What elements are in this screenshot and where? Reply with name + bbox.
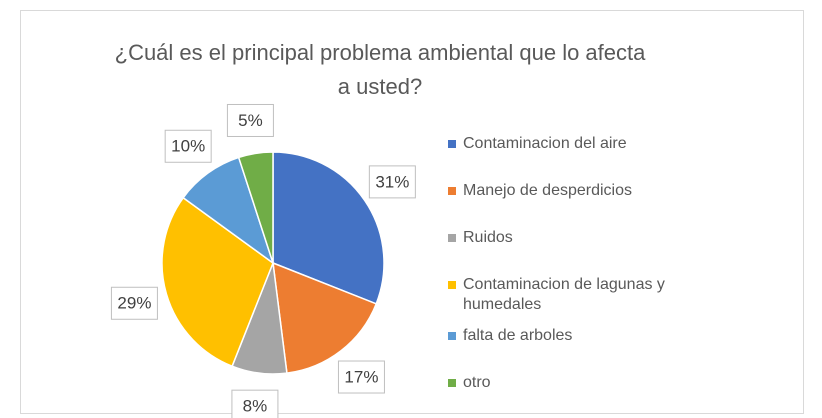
pie-slice: [272, 151, 385, 305]
data-label: 17%: [337, 360, 385, 394]
pie-slice: [237, 151, 274, 264]
legend-label: Ruidos: [463, 229, 513, 246]
data-label-text: 10%: [171, 137, 205, 156]
legend-swatch: [448, 234, 456, 242]
legend-swatch: [448, 140, 456, 148]
legend-item: Ruidos: [448, 228, 688, 248]
legend-item: otro: [448, 373, 688, 393]
data-label-box: [337, 360, 385, 394]
chart-title: ¿Cuál es el principal problema ambiental…: [114, 40, 646, 99]
legend-label: falta de arboles: [463, 327, 573, 344]
legend-label: Manejo de desperdicios: [463, 182, 632, 199]
legend-swatch: [448, 379, 456, 387]
legend: Contaminacion del aire Manejo de desperdi…: [448, 134, 688, 418]
data-label-text: 17%: [344, 368, 378, 387]
data-label-box: [164, 129, 212, 163]
data-label-text: 29%: [117, 294, 151, 313]
legend-label: Contaminacion del aire: [463, 135, 627, 152]
data-label-text: 31%: [375, 172, 409, 191]
data-label: 8%: [231, 389, 279, 418]
legend-swatch: [448, 281, 456, 289]
legend-label: otro: [463, 374, 491, 391]
pie-slice: [161, 196, 274, 368]
legend-swatch: [448, 187, 456, 195]
legend-label: Contaminacion de lagunas y humedales: [463, 276, 665, 313]
legend-item: falta de arboles: [448, 326, 688, 346]
chart-frame: [20, 10, 804, 414]
data-label-box: [226, 103, 274, 137]
data-label-text: 8%: [243, 397, 268, 416]
data-label: 5%: [226, 103, 274, 137]
legend-item: Contaminacion de lagunas y humedales: [448, 275, 688, 315]
legend-item: Contaminacion del aire: [448, 134, 688, 154]
data-label: 29%: [110, 286, 158, 320]
pie-slice: [272, 261, 378, 374]
data-label-box: [231, 389, 279, 418]
legend-swatch: [448, 332, 456, 340]
data-label-text: 5%: [238, 111, 263, 130]
data-label-box: [368, 165, 416, 199]
data-label: 10%: [164, 129, 212, 163]
data-label: 31%: [368, 165, 416, 199]
legend-item: Manejo de desperdicios: [448, 181, 688, 201]
data-label-box: [110, 286, 158, 320]
